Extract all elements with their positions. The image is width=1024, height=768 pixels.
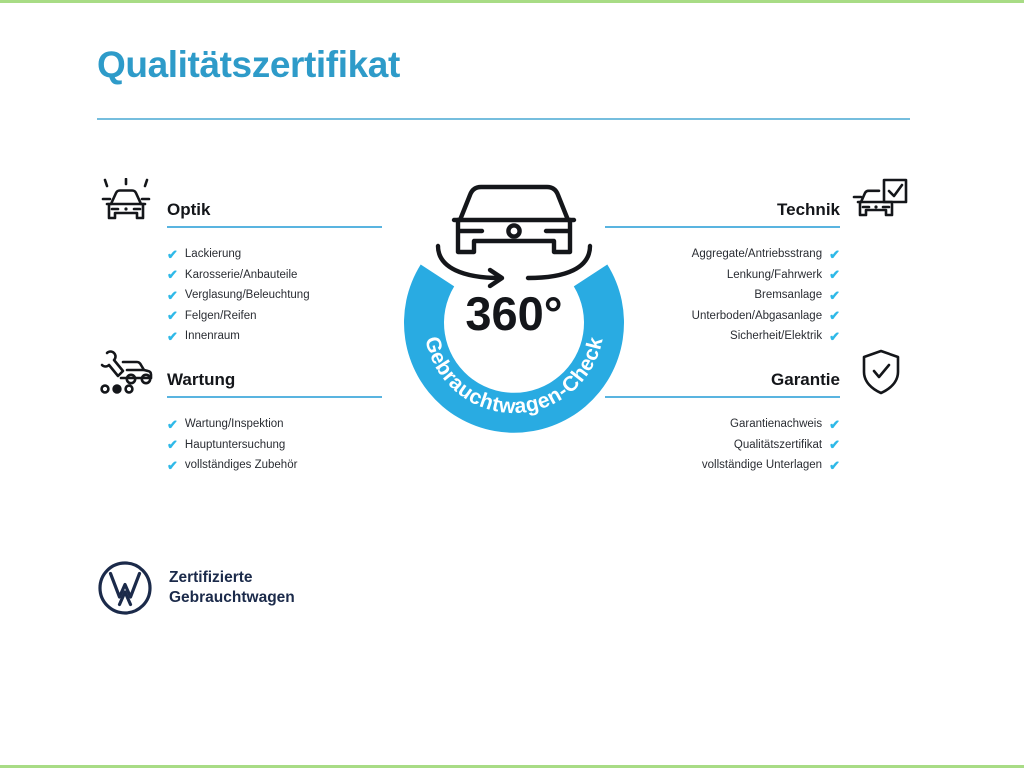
list-item-label: Verglasung/Beleuchtung	[184, 289, 310, 301]
check-icon: ✔	[829, 416, 840, 432]
check-icon: ✔	[829, 267, 840, 283]
list-item: Lenkung/Fahrwerk ✔	[605, 265, 910, 286]
top-edge-line	[0, 0, 1024, 3]
list-item: ✔ Karosserie/Anbauteile	[97, 265, 382, 286]
list-item-label: Unterboden/Abgasanlage	[691, 309, 823, 322]
list-item-label: Felgen/Reifen	[184, 309, 257, 322]
page-title: Qualitätszertifikat	[97, 44, 400, 85]
list-item: ✔ Felgen/Reifen	[97, 306, 382, 327]
badge-center-label: 360°	[465, 287, 562, 340]
check-icon: ✔	[167, 328, 178, 344]
list-item: Qualitätszertifikat ✔	[605, 435, 910, 456]
bottom-edge-line	[0, 765, 1024, 768]
car-checkbox-icon	[852, 178, 910, 226]
vw-footer-text: Zertifizierte Gebrauchtwagen	[169, 568, 295, 608]
list-item: ✔ Hauptuntersuchung	[97, 435, 382, 456]
wrench-car-icon	[97, 348, 155, 396]
list-item: vollständige Unterlagen ✔	[605, 455, 910, 476]
check-icon: ✔	[167, 287, 178, 303]
list-item: ✔ Wartung/Inspektion	[97, 414, 382, 435]
section-garantie-list: Garantienachweis ✔ Qualitätszertifikat ✔ v…	[605, 414, 910, 476]
list-item: Sicherheit/Elektrik ✔	[605, 326, 910, 347]
vw-footer-line1: Zertifizierte	[169, 569, 253, 586]
section-technik-title: Technik	[777, 200, 840, 219]
section-optik-list: ✔ Lackierung ✔ Karosserie/Anbauteile ✔ Verg…	[97, 244, 382, 347]
section-optik: Optik ✔ Lackierung ✔ Karosserie/Anbauteile…	[97, 178, 382, 347]
list-item-label: Innenraum	[184, 330, 240, 342]
list-item-label: Wartung/Inspektion	[184, 418, 284, 430]
section-wartung-header: Wartung	[97, 350, 382, 398]
section-technik: Technik Aggregate/Antriebsstrang ✔ Lenkun…	[605, 178, 910, 347]
check-icon: ✔	[829, 246, 840, 262]
section-technik-divider	[605, 226, 840, 228]
list-item-label: Aggregate/Antriebsstrang	[691, 248, 823, 260]
section-optik-title: Optik	[167, 200, 211, 219]
list-item: ✔ vollständiges Zubehör	[97, 455, 382, 476]
section-wartung-title: Wartung	[167, 370, 236, 389]
vw-footer-block: Zertifizierte Gebrauchtwagen	[97, 560, 295, 616]
list-item-label: vollständige Unterlagen	[701, 459, 823, 471]
check-icon: ✔	[829, 287, 840, 303]
title-divider	[97, 118, 910, 120]
check-icon: ✔	[829, 328, 840, 344]
list-item: ✔ Verglasung/Beleuchtung	[97, 285, 382, 306]
list-item: Unterboden/Abgasanlage ✔	[605, 306, 910, 327]
section-technik-list: Aggregate/Antriebsstrang ✔ Lenkung/Fahrwe…	[605, 244, 910, 347]
check-icon: ✔	[167, 437, 178, 453]
list-item: Garantienachweis ✔	[605, 414, 910, 435]
section-optik-header: Optik	[97, 178, 382, 228]
section-wartung: Wartung ✔ Wartung/Inspektion ✔ Hauptunters…	[97, 350, 382, 476]
section-garantie-header: Garantie	[605, 348, 910, 398]
check-icon: ✔	[167, 267, 178, 283]
section-wartung-divider	[167, 396, 382, 398]
check-icon: ✔	[829, 308, 840, 324]
check-icon: ✔	[167, 246, 178, 262]
list-item-label: vollständiges Zubehör	[184, 459, 298, 471]
list-item-label: Bremsanlage	[754, 289, 823, 301]
section-garantie-title: Garantie	[771, 370, 840, 389]
list-item-label: Lackierung	[184, 248, 242, 260]
list-item-label: Hauptuntersuchung	[184, 438, 286, 451]
list-item-label: Lenkung/Fahrwerk	[726, 268, 823, 281]
section-garantie-divider	[605, 396, 840, 398]
list-item: ✔ Innenraum	[97, 326, 382, 347]
list-item-label: Karosserie/Anbauteile	[184, 268, 298, 281]
check-icon: ✔	[829, 457, 840, 473]
list-item: Aggregate/Antriebsstrang ✔	[605, 244, 910, 265]
list-item: ✔ Lackierung	[97, 244, 382, 265]
list-item-label: Garantienachweis	[730, 418, 823, 430]
check-icon: ✔	[167, 416, 178, 432]
section-optik-divider	[167, 226, 382, 228]
list-item-label: Sicherheit/Elektrik	[730, 330, 823, 342]
vw-footer-line2: Gebrauchtwagen	[169, 589, 295, 606]
car-shine-icon	[97, 178, 155, 226]
check-icon: ✔	[167, 457, 178, 473]
check-icon: ✔	[829, 437, 840, 453]
list-item: Bremsanlage ✔	[605, 285, 910, 306]
section-garantie: Garantie Garantienachweis ✔ Qualitätszert…	[605, 348, 910, 476]
car-rotate-icon	[435, 184, 593, 289]
section-technik-header: Technik	[605, 178, 910, 228]
volkswagen-logo	[97, 560, 153, 616]
ring-shape	[404, 264, 624, 433]
check-icon: ✔	[167, 308, 178, 324]
badge-360-gebrauchtwagen-check: Gebrauchtwagen-Check 360°	[376, 168, 652, 458]
shield-check-icon	[852, 348, 910, 396]
section-wartung-list: ✔ Wartung/Inspektion ✔ Hauptuntersuchung ✔…	[97, 414, 382, 476]
list-item-label: Qualitätszertifikat	[733, 438, 823, 451]
